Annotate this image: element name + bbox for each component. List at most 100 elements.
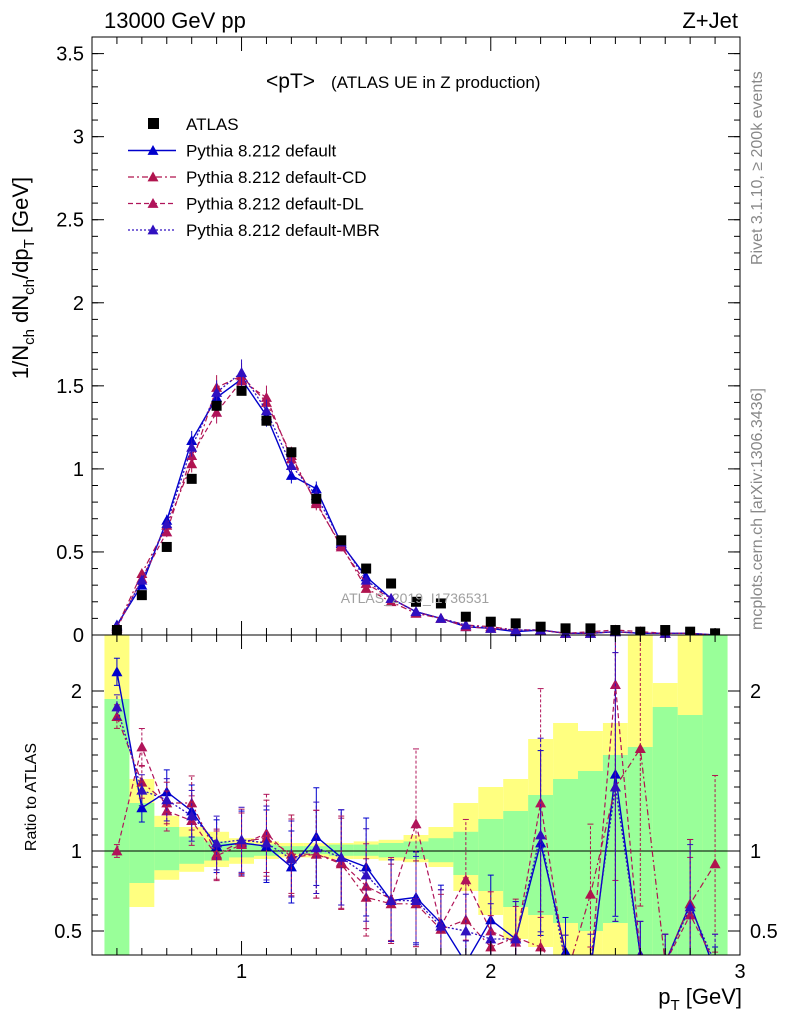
ratio-point xyxy=(560,974,571,984)
ratio-point xyxy=(585,966,596,976)
main-point xyxy=(360,582,372,593)
ratio-xlabel: pT [GeV] xyxy=(658,984,742,1014)
ratio-ytick-label-right: 1 xyxy=(750,841,761,863)
legend-marker xyxy=(147,171,159,182)
main-point xyxy=(460,619,472,630)
atlas-point xyxy=(336,535,347,546)
ratio-point xyxy=(535,797,547,808)
ratio-point xyxy=(584,888,596,899)
main-point xyxy=(485,622,497,633)
atlas-point xyxy=(535,621,546,632)
legend-label: Pythia 8.212 default-DL xyxy=(186,195,364,214)
ratio-point xyxy=(136,802,148,813)
ratio-xtick-label: 3 xyxy=(734,961,745,983)
ratio-ytick-label: 0.5 xyxy=(54,921,82,943)
atlas-point xyxy=(635,626,646,637)
ratio-point xyxy=(136,784,148,795)
uncertainty-band-green xyxy=(428,838,454,863)
legend: ATLAS Pythia 8.212 default Pythia 8.212 de… xyxy=(128,115,380,240)
main-point xyxy=(161,518,173,529)
main-point xyxy=(136,574,148,585)
ratio-point xyxy=(211,837,223,848)
ratio-point xyxy=(111,711,123,721)
legend-label: Pythia 8.212 default xyxy=(186,142,337,161)
ratio-point xyxy=(585,958,596,968)
ratio-point xyxy=(410,818,422,829)
atlas-point xyxy=(211,400,222,411)
legend-item: Pythia 8.212 default-DL xyxy=(128,195,364,214)
atlas-point xyxy=(136,590,147,601)
ratio-point xyxy=(111,666,123,677)
ratio-point xyxy=(609,781,621,792)
ratio-panel: 0.5 0.5 1 1 2 2 1 2 3 Ratio to ATLAS pT [GeV] xyxy=(23,634,778,1014)
main-point xyxy=(186,441,198,452)
rivet-label: Rivet 3.1.10, ≥ 200k events xyxy=(749,71,766,265)
atlas-point xyxy=(361,563,372,574)
main-ylabel: 1/Nch dNch/dpT [GeV] xyxy=(8,177,38,379)
main-point xyxy=(385,592,397,603)
ratio-content xyxy=(92,635,740,984)
atlas-point xyxy=(560,623,571,634)
ratio-point xyxy=(535,829,547,840)
legend-item: Pythia 8.212 default-MBR xyxy=(128,221,380,240)
main-point xyxy=(211,406,223,417)
ratio-point xyxy=(111,845,123,856)
ratio-point xyxy=(684,909,696,920)
atlas-point xyxy=(435,598,446,609)
ratio-point xyxy=(285,853,297,864)
main-ytick-label: 1.5 xyxy=(56,376,84,398)
uncertainty-band-green xyxy=(378,843,404,858)
atlas-point xyxy=(111,625,122,636)
main-point xyxy=(136,568,148,578)
uncertainty-band-green xyxy=(503,811,529,907)
watermark: ATLAS_2019_I1736531 xyxy=(341,590,490,606)
atlas-point xyxy=(261,415,272,426)
main-panel: 0 0.5 1 1.5 2 2.5 3 3.5 <pT> (ATLAS UE in Z pro… xyxy=(8,36,741,647)
ratio-point xyxy=(360,869,372,880)
ratio-point xyxy=(510,933,522,944)
ratio-ytick-label: 2 xyxy=(71,681,82,703)
ratio-point xyxy=(186,810,198,821)
ratio-point xyxy=(660,958,671,968)
ratio-point xyxy=(560,958,571,968)
ratio-point xyxy=(460,958,471,968)
atlas-point xyxy=(286,447,297,458)
main-point xyxy=(360,574,372,585)
ratio-point xyxy=(634,743,646,753)
legend-label: Pythia 8.212 default-CD xyxy=(186,168,367,187)
atlas-point xyxy=(386,578,397,589)
ratio-ytick-label-right: 2 xyxy=(750,681,761,703)
main-point xyxy=(410,606,422,617)
ratio-point xyxy=(710,958,721,968)
ratio-point xyxy=(535,941,547,952)
ratio-point xyxy=(260,837,272,848)
main-ytick-label: 3.5 xyxy=(56,44,84,66)
legend-item: ATLAS xyxy=(148,115,239,134)
uncertainty-band-green xyxy=(403,841,429,859)
ratio-point xyxy=(710,966,721,976)
main-point xyxy=(260,391,272,402)
ratio-point xyxy=(560,958,571,968)
atlas-point xyxy=(510,618,521,629)
legend-marker xyxy=(147,198,159,208)
ratio-plot-area: 0.5 0.5 1 1 2 2 1 2 3 xyxy=(54,635,778,984)
main-point xyxy=(285,460,297,470)
atlas-point xyxy=(186,473,197,484)
panel-title-sub: (ATLAS UE in Z production) xyxy=(331,73,540,92)
ratio-ytick-label-right: 0.5 xyxy=(750,921,778,943)
ratio-point xyxy=(660,958,671,968)
main-ytick-label: 0 xyxy=(73,625,84,647)
main-ytick-label: 3 xyxy=(73,127,84,149)
ratio-point xyxy=(335,851,347,862)
uncertainty-band-green xyxy=(154,827,180,871)
main-point xyxy=(211,386,223,397)
ratio-point xyxy=(709,858,721,869)
ratio-xtick-label: 2 xyxy=(485,961,496,983)
ratio-point xyxy=(161,794,173,805)
ratio-point xyxy=(236,834,248,845)
atlas-point xyxy=(311,493,322,504)
legend-marker xyxy=(148,118,159,129)
legend-label: Pythia 8.212 default-MBR xyxy=(186,221,380,240)
ratio-ylabel: Ratio to ATLAS xyxy=(23,743,40,851)
ratio-point xyxy=(535,837,547,848)
